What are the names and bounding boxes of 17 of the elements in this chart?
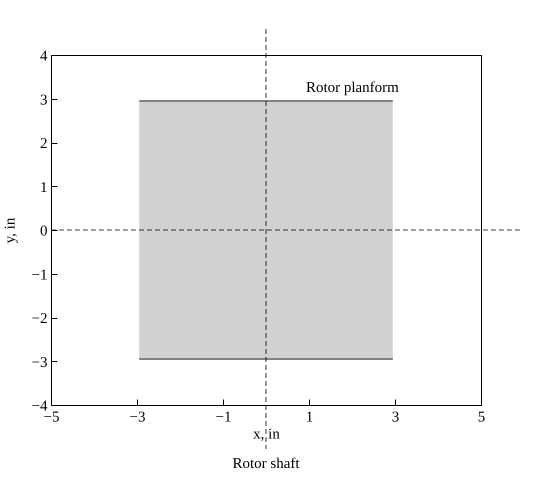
y-tick-label: 0 [40,224,48,240]
y-tick-label: 2 [40,136,48,152]
x-tick-label: 3 [392,410,400,426]
y-tick-label: 3 [40,92,48,108]
ref-line-label: Rotor shaft [232,456,300,472]
x-tick-label: −1 [216,410,232,426]
y-tick-label: −2 [32,311,48,327]
y-tick-label: 4 [40,48,48,64]
x-tick-label: −3 [130,410,146,426]
x-axis-title: x, in [253,426,280,442]
x-tick-label: 5 [478,410,486,426]
x-tick-label: 1 [306,410,314,426]
y-tick-label: −3 [32,354,48,371]
y-axis-title: y, in [2,217,19,244]
annotation: Rotor planform [306,80,400,96]
y-tick-label: −1 [32,267,48,284]
y-tick-label: 1 [40,180,48,196]
